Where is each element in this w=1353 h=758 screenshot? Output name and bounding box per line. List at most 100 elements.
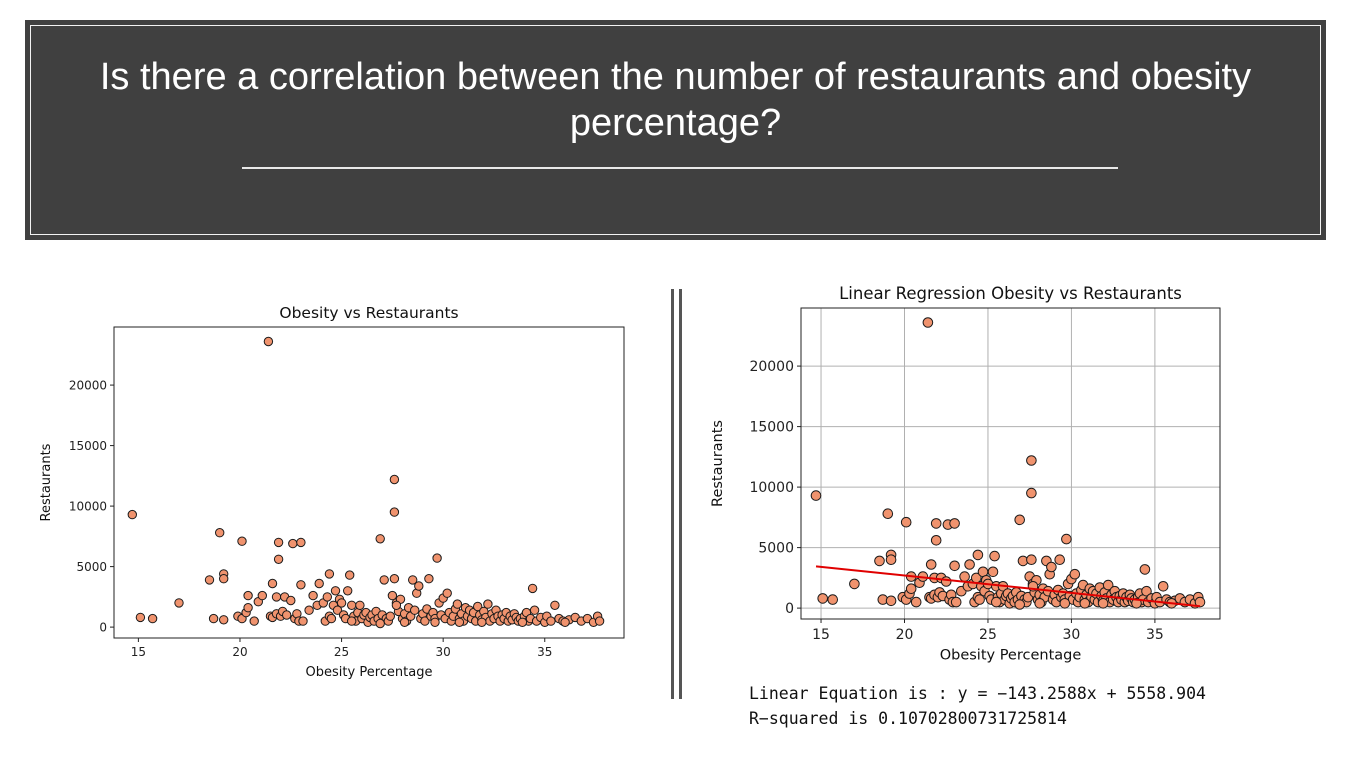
data-point (147, 613, 158, 624)
data-point (517, 617, 528, 627)
data-point (560, 617, 570, 627)
data-point (385, 611, 395, 621)
y-tick-label: 20000 (749, 359, 794, 375)
data-point (900, 516, 912, 528)
data-point (414, 581, 424, 591)
data-point (972, 549, 984, 561)
data-point (1061, 533, 1072, 545)
data-point (930, 518, 942, 529)
plot-frame (113, 326, 625, 639)
data-point (922, 317, 934, 328)
data-point (1014, 599, 1026, 610)
data-point (324, 569, 335, 579)
data-point (1059, 598, 1071, 609)
data-point (1014, 514, 1026, 526)
data-point (326, 613, 337, 624)
data-point (473, 601, 483, 612)
data-points (127, 336, 605, 629)
data-point (817, 593, 829, 604)
x-tick-label: 15 (131, 645, 146, 659)
x-tick-label: 20 (896, 627, 914, 643)
data-point (1097, 598, 1109, 609)
data-point (949, 518, 960, 529)
x-tick-label: 25 (979, 627, 997, 643)
data-point (949, 560, 960, 572)
data-point (930, 535, 942, 546)
data-point (1194, 596, 1206, 608)
x-tick-label: 30 (1063, 627, 1081, 643)
banner-frame: Is there a correlation between the numbe… (30, 25, 1321, 235)
data-point (452, 599, 463, 609)
data-point (874, 555, 885, 567)
data-point (1079, 598, 1091, 609)
data-point (314, 578, 324, 589)
data-point (550, 600, 560, 610)
data-point (987, 566, 999, 578)
data-point (1102, 579, 1114, 591)
data-point (1026, 554, 1037, 566)
data-point (237, 536, 247, 546)
data-point (1139, 564, 1151, 575)
data-point (332, 605, 343, 615)
x-axis-label: Obesity Percentage (306, 665, 433, 680)
data-point (964, 559, 975, 570)
page-title: Is there a correlation between the numbe… (99, 56, 1252, 144)
data-point (308, 590, 318, 601)
data-point (387, 590, 398, 601)
data-point (1131, 598, 1142, 609)
data-point (1034, 598, 1045, 609)
data-point (1026, 487, 1037, 499)
data-point (442, 588, 452, 598)
data-point (527, 583, 538, 594)
data-point (322, 592, 332, 602)
title-banner: Is there a correlation between the numbe… (25, 20, 1326, 240)
data-point (208, 613, 219, 624)
data-point (389, 474, 400, 485)
y-tick-label: 5000 (76, 560, 107, 574)
x-tick-label: 25 (334, 645, 349, 659)
data-point (420, 616, 430, 626)
data-point (1046, 561, 1057, 573)
data-point (424, 574, 434, 584)
data-point (430, 617, 440, 627)
data-point (1054, 554, 1065, 566)
data-point (174, 598, 184, 608)
data-point (974, 594, 985, 605)
linear-equation-text: Linear Equation is : y = −143.2588x + 55… (749, 684, 1206, 703)
x-tick-label: 30 (436, 645, 451, 659)
plot-frame (800, 307, 1221, 620)
data-point (273, 554, 284, 564)
data-point (849, 578, 860, 590)
chart-left: 15 20 25 30 35 0 5000 10000 15000 20000 Obesity vs… (39, 304, 625, 680)
y-tick-label: 10000 (69, 499, 107, 513)
data-point (330, 586, 341, 596)
data-point (249, 616, 259, 626)
data-point (345, 570, 355, 580)
x-tick-label: 15 (812, 627, 830, 643)
data-point (375, 618, 385, 629)
y-tick-label: 0 (99, 620, 107, 634)
data-point (347, 600, 357, 610)
data-point (827, 594, 839, 605)
data-point (347, 616, 357, 626)
data-point (219, 615, 229, 625)
data-point (910, 596, 922, 608)
y-axis-label: Restaurants (710, 420, 726, 507)
double-divider (671, 289, 682, 699)
data-points (810, 317, 1206, 610)
chart-right: 15 20 25 30 35 0 5000 10000 15000 20000 Linear Reg… (710, 284, 1221, 664)
data-point (989, 550, 1000, 562)
data-point (257, 590, 267, 601)
data-point (243, 603, 253, 613)
data-point (546, 616, 556, 626)
y-tick-label: 5000 (758, 541, 794, 557)
data-point (355, 600, 365, 610)
data-point (882, 508, 894, 520)
data-point (243, 590, 253, 601)
x-axis-label: Obesity Percentage (940, 648, 1082, 664)
y-tick-label: 15000 (69, 439, 107, 453)
data-point (432, 553, 442, 563)
data-point (389, 574, 400, 584)
data-point (389, 507, 400, 517)
data-point (375, 534, 385, 544)
